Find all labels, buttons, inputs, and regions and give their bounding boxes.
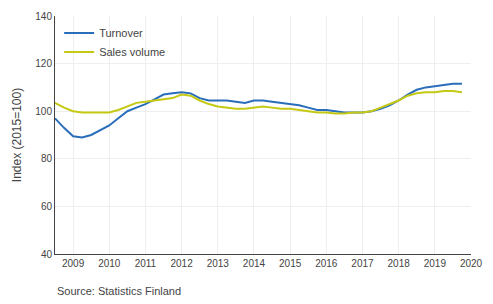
svg-text:2012: 2012 (170, 258, 193, 269)
svg-text:100: 100 (35, 106, 52, 117)
svg-text:2019: 2019 (424, 258, 447, 269)
svg-text:2010: 2010 (98, 258, 121, 269)
svg-text:Index (2015=100): Index (2015=100) (10, 88, 24, 182)
svg-text:2018: 2018 (388, 258, 411, 269)
svg-text:60: 60 (41, 201, 53, 212)
svg-text:2011: 2011 (135, 258, 157, 269)
svg-text:2013: 2013 (207, 258, 230, 269)
svg-text:2014: 2014 (243, 258, 266, 269)
svg-text:140: 140 (35, 11, 52, 22)
svg-text:Source: Statistics Finland: Source: Statistics Finland (57, 285, 181, 297)
svg-text:80: 80 (41, 153, 53, 164)
svg-text:Sales volume: Sales volume (99, 46, 165, 58)
svg-text:2017: 2017 (351, 258, 374, 269)
svg-text:2009: 2009 (62, 258, 85, 269)
svg-text:2020: 2020 (460, 258, 483, 269)
svg-text:Turnover: Turnover (99, 27, 143, 39)
svg-text:2016: 2016 (315, 258, 338, 269)
svg-text:40: 40 (41, 249, 53, 260)
svg-text:120: 120 (35, 58, 52, 69)
svg-text:2015: 2015 (279, 258, 302, 269)
